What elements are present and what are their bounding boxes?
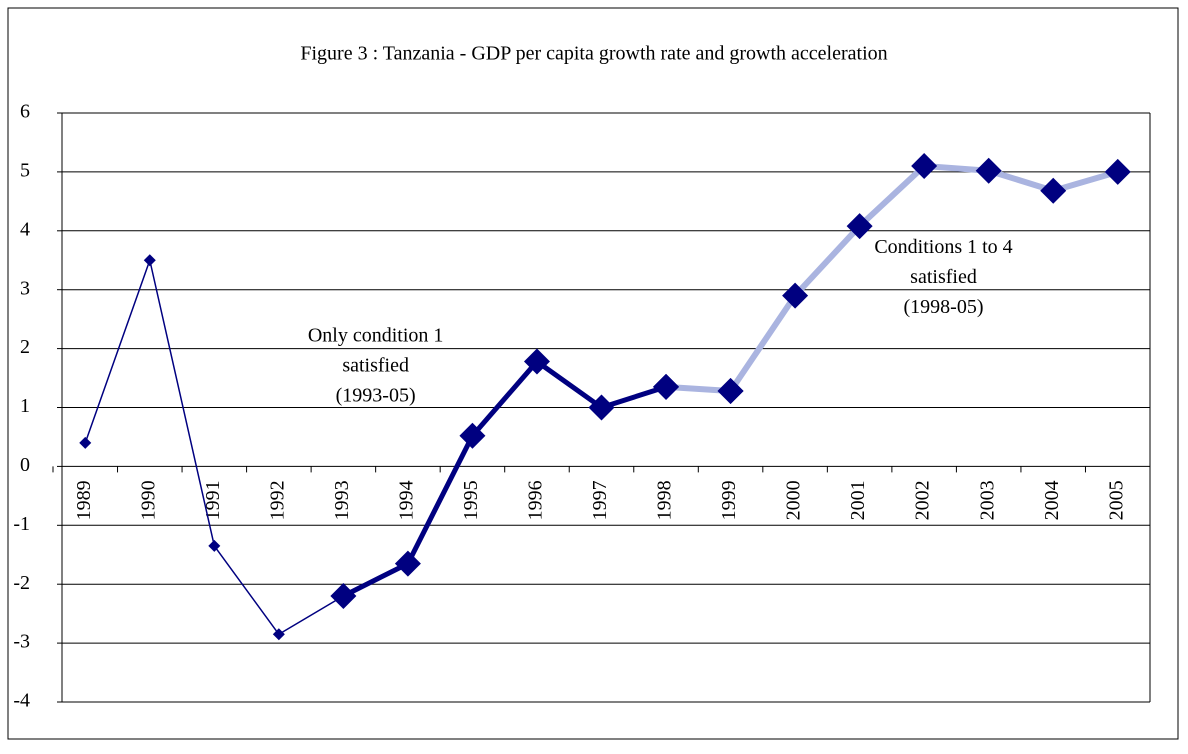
y-tick-label: -4 xyxy=(13,690,30,712)
y-tick-label: 4 xyxy=(20,218,30,240)
x-tick-label: 1995 xyxy=(460,480,482,520)
x-tick-label: 1994 xyxy=(396,480,418,520)
chart-border xyxy=(7,7,1179,740)
marker xyxy=(588,394,615,421)
x-tick-label: 2002 xyxy=(912,480,934,520)
annotation: Conditions 1 to 4 xyxy=(874,236,1012,258)
marker xyxy=(1040,177,1067,204)
marker xyxy=(975,157,1002,184)
marker xyxy=(330,582,357,609)
x-tick-label: 1996 xyxy=(525,480,547,520)
marker xyxy=(208,539,221,552)
annotation: Only condition 1 xyxy=(308,324,444,346)
x-tick-label: 2000 xyxy=(783,480,805,520)
x-tick-label: 2001 xyxy=(847,480,869,520)
marker xyxy=(846,213,873,240)
x-tick-label: 1989 xyxy=(73,480,95,520)
y-tick-label: -3 xyxy=(13,631,30,653)
y-tick-label: 0 xyxy=(20,454,30,476)
y-tick-label: 2 xyxy=(20,336,30,358)
chart-title: Figure 3 : Tanzania - GDP per capita gro… xyxy=(300,43,887,65)
x-tick-label: 2004 xyxy=(1041,480,1063,520)
x-tick-label: 1997 xyxy=(589,480,611,520)
marker xyxy=(911,153,938,180)
annotation: satisfied xyxy=(910,266,977,288)
marker xyxy=(79,436,92,449)
y-tick-label: -1 xyxy=(13,513,30,535)
x-tick-label: 1992 xyxy=(266,480,288,520)
marker xyxy=(272,628,285,641)
x-tick-label: 1998 xyxy=(654,480,676,520)
marker xyxy=(653,373,680,400)
marker xyxy=(143,254,156,267)
marker xyxy=(717,378,744,405)
x-tick-label: 1993 xyxy=(331,480,353,520)
marker xyxy=(523,348,550,375)
marker xyxy=(459,422,486,449)
marker xyxy=(1104,158,1131,185)
x-tick-label: 1999 xyxy=(718,480,740,520)
x-tick-label: 2003 xyxy=(976,480,998,520)
marker xyxy=(782,282,809,309)
x-tick-label: 1990 xyxy=(137,480,159,520)
y-tick-label: 6 xyxy=(20,101,30,123)
y-tick-label: -2 xyxy=(13,572,30,594)
y-tick-label: 3 xyxy=(20,277,30,299)
marker xyxy=(394,550,421,577)
y-tick-label: 5 xyxy=(20,159,30,181)
series-line xyxy=(665,163,1119,395)
x-tick-label: 1991 xyxy=(202,480,224,520)
annotation: satisfied xyxy=(342,354,409,376)
annotation: (1998-05) xyxy=(904,296,984,318)
y-tick-label: 1 xyxy=(20,395,30,417)
annotation: (1993-05) xyxy=(336,384,416,406)
x-tick-label: 2005 xyxy=(1105,480,1127,520)
